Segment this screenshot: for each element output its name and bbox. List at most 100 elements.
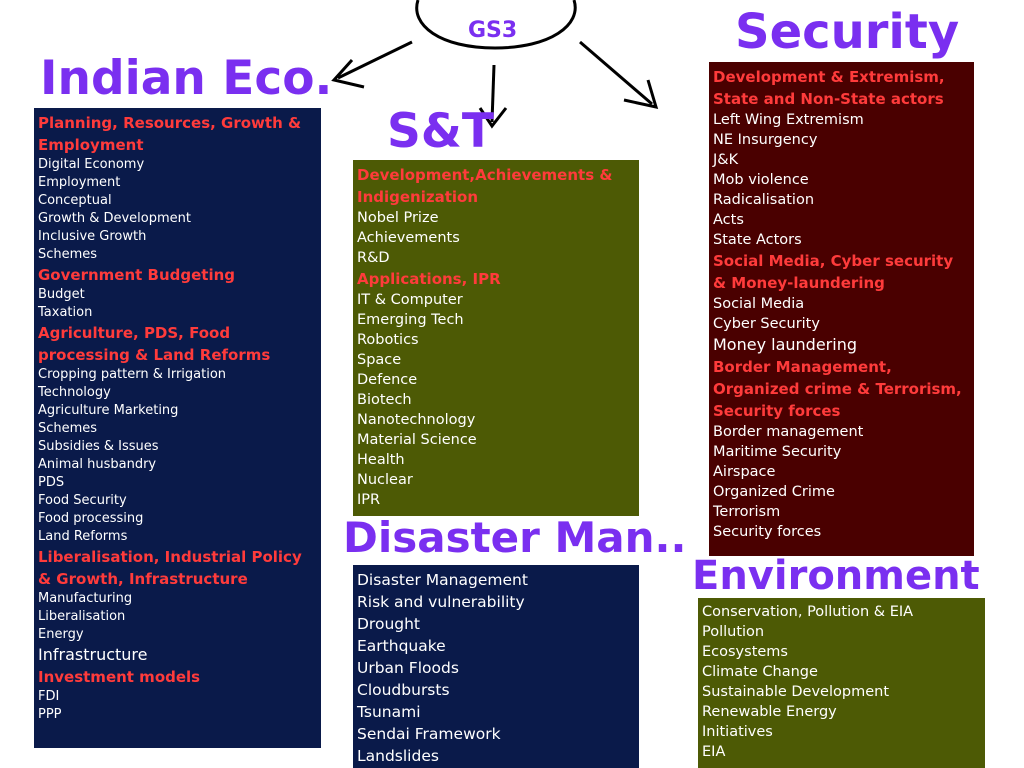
disaster-panel: Disaster Management Risk and vulnerabilit… [353, 565, 639, 768]
snt-list-item: IPR [357, 492, 381, 508]
environment-list-item: Sustainable Development [702, 684, 889, 700]
disaster-list-item: Disaster Management [357, 571, 528, 589]
snt-list-item: Nanotechnology [357, 412, 476, 428]
security-list-item: Cyber Security [713, 316, 820, 332]
snt-list-item: IT & Computer [357, 292, 463, 308]
security-list-item: Security forces [713, 524, 822, 540]
disaster-list-item: Tsunami [357, 703, 421, 721]
arrow-to-security [579, 40, 653, 106]
security-section-heading: Border Management, Organized crime & Ter… [713, 358, 962, 420]
indian_eco-list-item: Energy [38, 627, 84, 642]
disaster-list-item: Cloudbursts [357, 681, 450, 699]
indian_eco-list-item: Digital Economy [38, 157, 145, 172]
snt-list-item: Health [357, 452, 405, 468]
snt-list-item: Material Science [357, 432, 477, 448]
security-list-item: State Actors [713, 232, 802, 248]
environment-list-item: Conservation, Pollution & EIA [702, 604, 914, 620]
security-section-heading: Social Media, Cyber security & Money-lau… [713, 252, 954, 292]
disaster-list-item: Earthquake [357, 637, 446, 655]
arrowhead-indian-eco [331, 58, 365, 89]
indian_eco-list-item: Budget [38, 287, 85, 302]
snt-list-item: Achievements [357, 230, 460, 246]
indian_eco-list-item: Taxation [38, 305, 93, 320]
snt-list-item: Robotics [357, 332, 419, 348]
indian_eco-list-item: Inclusive Growth [38, 229, 147, 244]
security-list-item: Terrorism [713, 504, 781, 520]
security-list-item: Acts [713, 212, 744, 228]
security-section-heading: Development & Extremism, State and Non-S… [713, 68, 945, 108]
snt-heading: S&T [387, 104, 494, 159]
security-list-item: Mob violence [713, 172, 809, 188]
environment-heading: Environment [692, 553, 980, 599]
indian-eco-heading: Indian Eco. [40, 51, 333, 106]
security-list-item: NE Insurgency [713, 132, 818, 148]
environment-list-item: EIA [702, 744, 726, 760]
disaster-list-item: Landslides [357, 747, 439, 765]
indian_eco-list-item: Food Security [38, 493, 127, 508]
indian_eco-list-item: Animal husbandry [38, 457, 157, 472]
environment-list-item: Renewable Energy [702, 704, 837, 720]
indian_eco-list-item: Land Reforms [38, 529, 128, 544]
indian_eco-list-item: Conceptual [38, 193, 112, 208]
disaster-heading: Disaster Man.. [343, 513, 687, 562]
indian_eco-list-item: Schemes [38, 247, 98, 262]
security-list-item: Airspace [713, 464, 776, 480]
snt-list-item: Defence [357, 372, 418, 388]
indian_eco-list-item: Infrastructure [38, 645, 148, 664]
indian_eco-list-item: Subsidies & Issues [38, 439, 159, 454]
snt-section-heading: Development,Achievements & Indigenizatio… [357, 166, 613, 206]
snt-list-item: Nobel Prize [357, 210, 439, 226]
indian_eco-list-item: FDI [38, 689, 60, 704]
disaster-list-item: Risk and vulnerability [357, 593, 525, 611]
indian_eco-section-heading: Government Budgeting [38, 266, 236, 284]
security-list-item: Organized Crime [713, 484, 835, 500]
security-list-item: Border management [713, 424, 864, 440]
environment-list-item: Climate Change [702, 664, 818, 680]
arrow-to-indian-eco [337, 40, 413, 80]
indian_eco-section-heading: Investment models [38, 668, 201, 686]
disaster-list-item: Drought [357, 615, 421, 633]
indian_eco-list-item: Cropping pattern & Irrigation [38, 367, 227, 382]
environment-list-item: Initiatives [702, 724, 773, 740]
security-list-item: J&K [713, 152, 739, 168]
snt-list-item: Nuclear [357, 472, 413, 488]
snt-section-heading: Applications, IPR [357, 270, 501, 288]
disaster-list-item: Urban Floods [357, 659, 459, 677]
gs3-root-ellipse [415, 0, 577, 50]
gs3-root-label: GS3 [468, 18, 518, 43]
indian_eco-list-item: Liberalisation [38, 609, 126, 624]
indian_eco-list-item: Technology [38, 385, 111, 400]
environment-list-item: Pollution [702, 624, 765, 640]
indian_eco-list-item: Food processing [38, 511, 144, 526]
indian_eco-list-item: Schemes [38, 421, 98, 436]
arrowhead-snt [478, 107, 508, 129]
environment-panel: Conservation, Pollution & EIA Pollution Ec… [698, 598, 985, 768]
indian_eco-list-item: Agriculture Marketing [38, 403, 179, 418]
security-list-item: Maritime Security [713, 444, 842, 460]
security-heading: Security [735, 4, 960, 60]
security-list-item: Left Wing Extremism [713, 112, 864, 128]
indian_eco-list-item: PDS [38, 475, 65, 490]
snt-list-item: R&D [357, 250, 390, 266]
indian_eco-section-heading: Liberalisation, Industrial Policy & Grow… [38, 548, 302, 588]
security-panel: Development & Extremism, State and Non-S… [709, 62, 974, 556]
snt-panel: Development,Achievements & Indigenizatio… [353, 160, 639, 516]
indian_eco-list-item: Growth & Development [38, 211, 191, 226]
security-list-item: Social Media [713, 296, 805, 312]
indian-eco-panel: Planning, Resources, Growth & Employment… [34, 108, 321, 748]
indian_eco-list-item: Manufacturing [38, 591, 133, 606]
indian_eco-list-item: PPP [38, 707, 62, 722]
disaster-list-item: Sendai Framework [357, 725, 501, 743]
indian_eco-list-item: Employment [38, 175, 121, 190]
indian_eco-section-heading: Planning, Resources, Growth & Employment [38, 114, 302, 154]
snt-list-item: Biotech [357, 392, 412, 408]
security-list-item: Radicalisation [713, 192, 815, 208]
arrowhead-security [623, 79, 659, 110]
snt-list-item: Emerging Tech [357, 312, 464, 328]
arrow-to-snt [490, 64, 496, 123]
indian_eco-section-heading: Agriculture, PDS, Food processing & Land… [38, 324, 271, 364]
security-list-item: Money laundering [713, 335, 857, 354]
snt-list-item: Space [357, 352, 402, 368]
environment-list-item: Ecosystems [702, 644, 788, 660]
